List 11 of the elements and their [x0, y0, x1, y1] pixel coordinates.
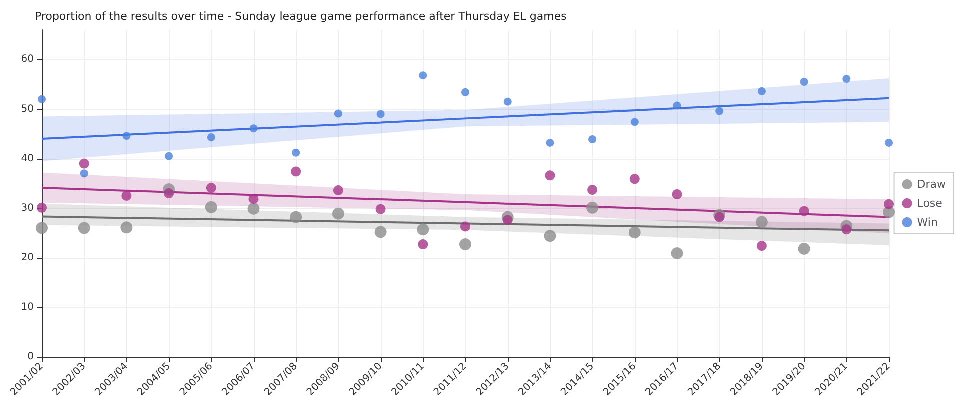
legend-label: Draw — [917, 178, 946, 191]
legend-label: Lose — [917, 197, 943, 210]
legend-label: Win — [917, 216, 938, 229]
y-tick-label: 30 — [21, 202, 34, 214]
y-tick-label: 60 — [21, 54, 34, 66]
y-tick-label: 0 — [28, 352, 34, 362]
y-tick-label: 10 — [21, 302, 34, 313]
chart-title: Proportion of the results over time - Sunday league game performance after Thursday EL games — [35, 10, 568, 23]
y-tick-label: 40 — [21, 153, 34, 164]
y-tick-label: 20 — [21, 252, 34, 264]
y-tick-label: 50 — [21, 104, 34, 115]
